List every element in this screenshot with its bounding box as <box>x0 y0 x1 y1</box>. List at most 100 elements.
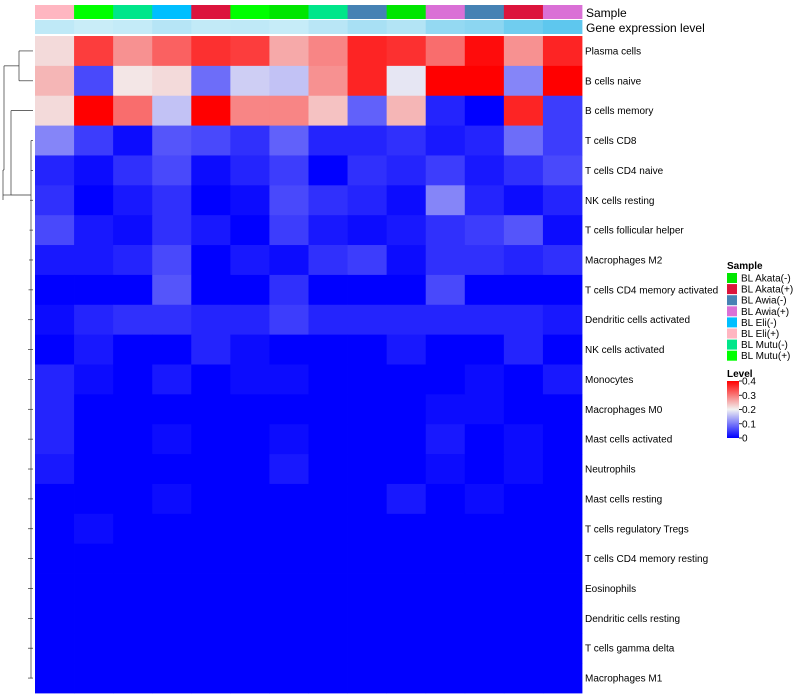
heatmap-cell <box>35 513 75 545</box>
heatmap-cell <box>35 394 75 425</box>
level-legend-tick-label: 0.2 <box>742 405 756 416</box>
heatmap-cell <box>308 215 348 246</box>
heatmap-cell <box>230 155 270 186</box>
heatmap-cell <box>347 304 388 336</box>
heatmap-cell <box>152 95 192 126</box>
heatmap-cell <box>542 454 583 485</box>
heatmap-cell <box>152 663 192 694</box>
heatmap-cell <box>542 663 583 694</box>
heatmap-cell <box>74 364 114 395</box>
gene-expression-cell <box>74 20 114 34</box>
heatmap-cell <box>542 155 583 186</box>
heatmap-cell <box>269 245 309 276</box>
heatmap-cell <box>35 424 75 455</box>
heatmap-cell <box>191 633 231 664</box>
heatmap-cell <box>464 65 505 97</box>
heatmap-cell <box>503 364 544 395</box>
heatmap-cell <box>347 65 388 97</box>
heatmap-cell <box>464 543 505 574</box>
heatmap-cell <box>113 185 153 216</box>
sample-legend-label: BL Eli(-) <box>741 318 777 329</box>
heatmap-cell <box>74 95 114 126</box>
heatmap-cell <box>35 483 75 515</box>
sample-cell <box>464 5 505 19</box>
heatmap-cell <box>230 633 270 664</box>
heatmap-cell <box>308 663 348 694</box>
heatmap-cell <box>464 663 505 694</box>
heatmap-cell <box>113 65 153 97</box>
heatmap-cell <box>308 603 348 634</box>
heatmap-cell <box>347 125 388 156</box>
heatmap-cell <box>35 95 75 126</box>
heatmap-cell <box>425 603 466 634</box>
sample-legend-label: BL Awia(-) <box>741 296 787 307</box>
heatmap-cell <box>464 245 505 276</box>
heatmap-cell <box>386 603 427 634</box>
heatmap-cell <box>308 364 348 395</box>
heatmap-cell <box>113 513 153 545</box>
heatmap-cell <box>230 424 270 455</box>
heatmap-cell <box>269 274 309 306</box>
heatmap-cell <box>425 155 466 186</box>
row-label: T cells CD4 memory resting <box>585 554 708 565</box>
heatmap-cell <box>503 304 544 336</box>
heatmap-cell <box>269 633 309 664</box>
heatmap-cell <box>386 125 427 156</box>
heatmap-cell <box>464 95 505 126</box>
heatmap-cell <box>230 245 270 276</box>
heatmap-cell <box>464 274 505 306</box>
heatmap-cell <box>35 36 75 67</box>
level-legend-colorbar <box>727 381 739 438</box>
heatmap-cell <box>386 274 427 306</box>
sample-cell <box>386 5 427 19</box>
heatmap-cell <box>464 573 505 604</box>
heatmap-cell <box>308 394 348 425</box>
level-legend-tick-label: 0 <box>742 434 748 445</box>
heatmap-cell <box>35 155 75 186</box>
heatmap-cell <box>230 36 270 67</box>
sample-legend-swatch <box>727 295 737 306</box>
heatmap-cell <box>425 663 466 694</box>
row-label: Macrophages M0 <box>585 405 663 416</box>
heatmap-cell <box>503 36 544 67</box>
heatmap-cell <box>425 245 466 276</box>
heatmap-cell <box>542 573 583 604</box>
heatmap-cell <box>113 633 153 664</box>
heatmap-cell <box>152 185 192 216</box>
row-label: Eosinophils <box>585 584 636 595</box>
heatmap-cell <box>191 543 231 574</box>
heatmap-cell <box>152 513 192 545</box>
gene-expression-annotation-label: Gene expression level <box>586 21 705 35</box>
heatmap-cell <box>191 394 231 425</box>
heatmap-cell <box>503 95 544 126</box>
heatmap-cell <box>74 334 114 365</box>
heatmap-cell <box>152 155 192 186</box>
heatmap-cell <box>230 603 270 634</box>
heatmap-cell <box>74 513 114 545</box>
heatmap-cell <box>308 125 348 156</box>
heatmap-cell <box>74 185 114 216</box>
heatmap-cell <box>542 95 583 126</box>
heatmap-cell <box>35 274 75 306</box>
heatmap-cell <box>386 663 427 694</box>
heatmap-cell <box>113 603 153 634</box>
heatmap-cell <box>152 215 192 246</box>
gene-expression-cell <box>464 20 505 34</box>
heatmap-cell <box>35 215 75 246</box>
row-label: Neutrophils <box>585 465 636 476</box>
heatmap-cell <box>113 454 153 485</box>
heatmap-cell <box>230 513 270 545</box>
heatmap-cell <box>503 155 544 186</box>
heatmap-cell <box>386 573 427 604</box>
heatmap-cell <box>425 633 466 664</box>
heatmap-cell <box>503 185 544 216</box>
heatmap-cell <box>230 394 270 425</box>
heatmap-cell <box>191 573 231 604</box>
heatmap-cell <box>113 95 153 126</box>
heatmap-cell <box>386 424 427 455</box>
heatmap-cell <box>152 633 192 664</box>
heatmap-cell <box>113 155 153 186</box>
heatmap-cell <box>425 424 466 455</box>
heatmap-cell <box>308 95 348 126</box>
heatmap-cell <box>503 573 544 604</box>
